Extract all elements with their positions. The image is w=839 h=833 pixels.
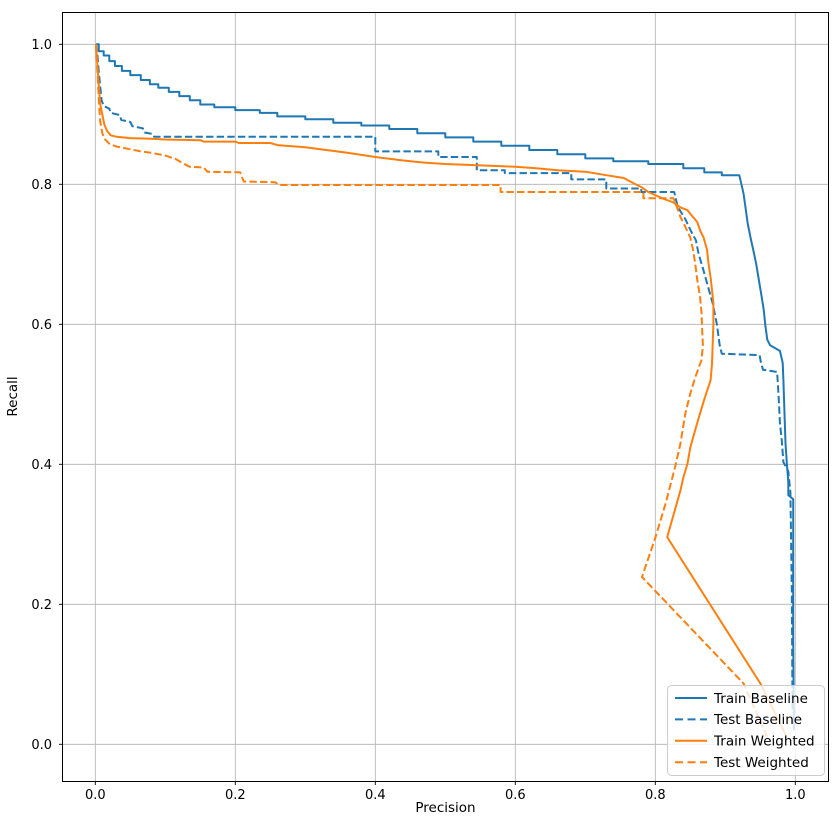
x-tick-label: 0.2 bbox=[225, 788, 246, 803]
x-tick-label: 0.0 bbox=[85, 788, 106, 803]
y-tick-label: 0.0 bbox=[31, 738, 52, 753]
data-series bbox=[95, 43, 795, 738]
y-tick-label: 1.0 bbox=[31, 38, 52, 53]
x-axis-label: Precision bbox=[415, 800, 475, 816]
x-tick-label: 0.4 bbox=[365, 788, 386, 803]
series-train-baseline bbox=[96, 43, 795, 731]
y-tick-label: 0.4 bbox=[31, 458, 52, 473]
series-test-weighted bbox=[95, 44, 769, 738]
legend-item-test-baseline: Test Baseline bbox=[713, 712, 802, 728]
y-tick-label: 0.8 bbox=[31, 178, 52, 193]
plot-border bbox=[62, 12, 829, 782]
legend-item-test-weighted: Test Weighted bbox=[713, 755, 809, 771]
x-tick-label: 0.6 bbox=[505, 788, 526, 803]
legend-box bbox=[667, 685, 825, 776]
legend-item-train-weighted: Train Weighted bbox=[713, 734, 815, 750]
gridlines bbox=[62, 12, 829, 782]
x-tick-label: 0.8 bbox=[645, 788, 666, 803]
x-tick-label: 1.0 bbox=[785, 788, 806, 803]
series-train-weighted bbox=[95, 44, 788, 738]
axis-ticks: 0.0 0.2 0.4 0.6 0.8 1.0 0.0 0.2 0.4 0.6 0.8 1.0 bbox=[31, 38, 805, 803]
legend-item-train-baseline: Train Baseline bbox=[713, 691, 808, 707]
y-tick-label: 0.6 bbox=[31, 318, 52, 333]
series-test-baseline bbox=[95, 44, 794, 710]
legend: Train Baseline Test Baseline Train Weighte… bbox=[667, 685, 825, 776]
y-axis-label: Recall bbox=[5, 376, 21, 416]
y-tick-label: 0.2 bbox=[31, 598, 52, 613]
